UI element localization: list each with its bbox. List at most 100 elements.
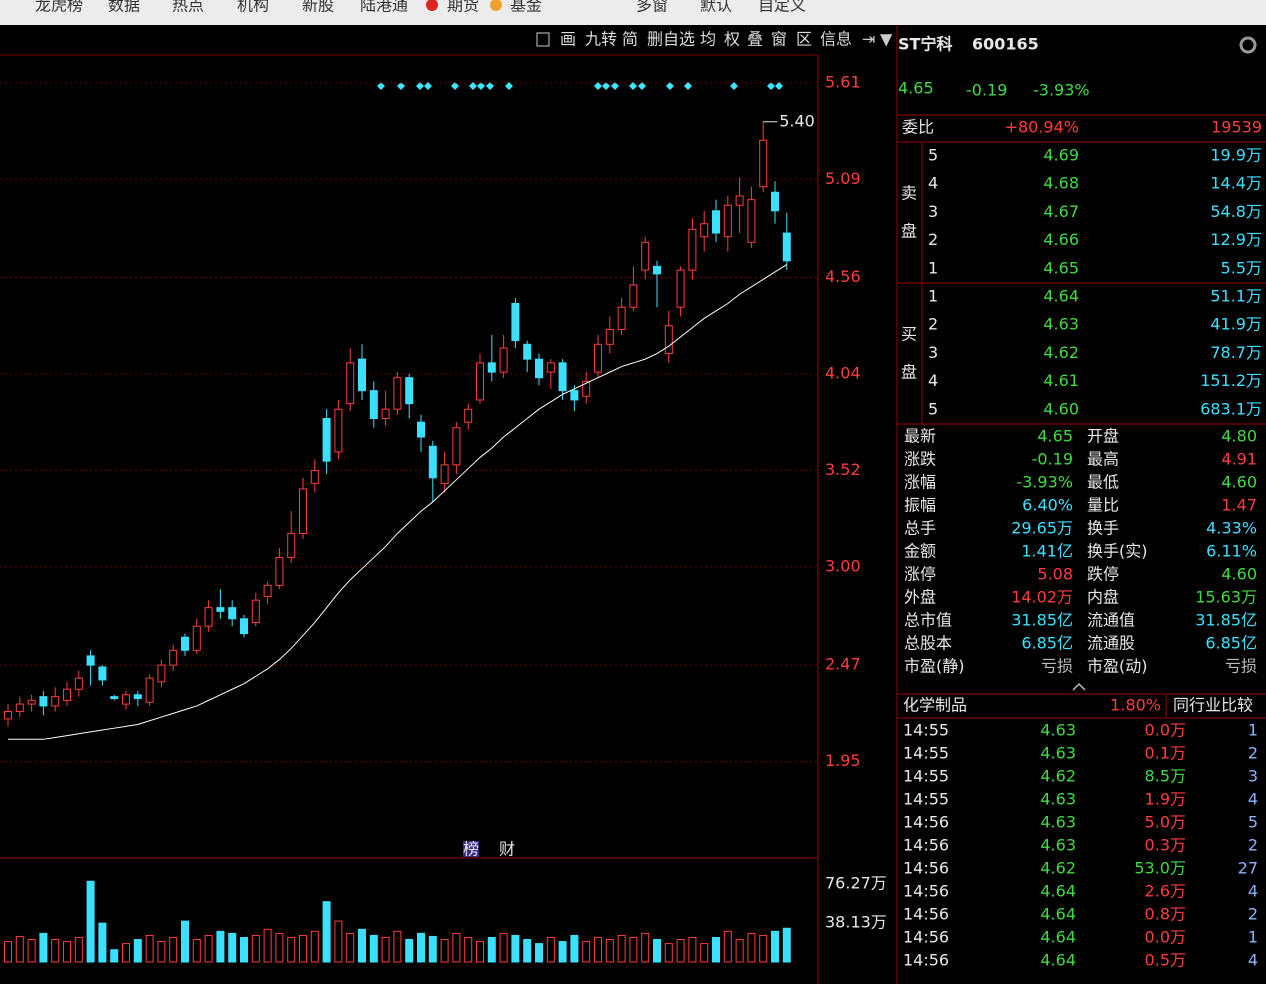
candle-body <box>98 666 107 681</box>
quote-label: 涨跌 <box>904 450 936 469</box>
tick-time: 14:55 <box>903 767 949 786</box>
quote-value: 31.85亿 <box>1195 611 1257 630</box>
candle-body <box>63 688 71 701</box>
candle-body <box>358 358 366 392</box>
tick-time: 14:56 <box>903 905 949 924</box>
tool-button[interactable]: 简 <box>622 30 638 49</box>
candle-body <box>51 696 60 707</box>
tool-button[interactable]: 九转 <box>585 30 617 49</box>
candle-body <box>417 421 425 438</box>
industry-compare[interactable]: 同行业比较 <box>1173 696 1253 715</box>
quote-label: 市盈(静) <box>904 657 965 676</box>
tool-button[interactable]: 删自选 <box>647 30 695 49</box>
candle-body <box>653 265 661 275</box>
menu-item[interactable]: 数据 <box>108 0 140 15</box>
tool-button[interactable]: 区 <box>796 30 812 49</box>
tick-count: 4 <box>1248 951 1258 970</box>
tick-time: 14:55 <box>903 744 949 763</box>
candle-body <box>523 343 532 360</box>
tool-button[interactable]: 窗 <box>771 30 787 49</box>
tool-icon[interactable]: ⇥ <box>862 30 875 49</box>
futures-icon <box>426 0 438 11</box>
volume-bar <box>86 880 95 963</box>
y-tick-label: 3.52 <box>825 460 861 479</box>
settings-icon[interactable] <box>1239 36 1257 54</box>
quote-label: 振幅 <box>904 496 936 515</box>
tick-volume: 5.0万 <box>1145 813 1186 832</box>
candle-body <box>747 199 756 243</box>
menu-item[interactable]: 龙虎榜 <box>35 0 83 15</box>
weibi-label: 委比 <box>902 118 934 137</box>
quote-label: 总手 <box>904 519 936 538</box>
volume-bar <box>251 934 260 963</box>
book-volume: 14.4万 <box>1210 174 1262 193</box>
quote-label: 换手(实) <box>1087 542 1148 561</box>
menu-item[interactable]: 多窗 <box>636 0 668 15</box>
badge[interactable]: 榜 <box>463 840 479 859</box>
tool-button[interactable]: 权 <box>724 30 740 49</box>
volume-bar <box>617 934 626 963</box>
fund-icon <box>490 0 502 11</box>
candle-body <box>334 408 343 453</box>
candle-body <box>346 362 355 405</box>
book-price: 4.68 <box>1043 174 1079 193</box>
book-level: 2 <box>928 315 938 334</box>
weibi-diff: 19539 <box>1211 118 1262 137</box>
dropdown[interactable]: ▼ <box>880 30 893 49</box>
menu-item[interactable]: 默认 <box>700 0 732 15</box>
badge[interactable]: 财 <box>499 840 515 859</box>
book-price: 4.64 <box>1043 287 1079 306</box>
candle-body <box>145 677 154 703</box>
candle-body <box>440 464 449 484</box>
tick-time: 14:56 <box>903 928 949 947</box>
tool-button[interactable]: 信息 <box>820 30 852 49</box>
candle-body <box>723 204 732 238</box>
menu-item[interactable]: 新股 <box>302 0 334 15</box>
candle-body <box>169 649 178 666</box>
moving-average <box>8 264 788 740</box>
tool-button[interactable]: 叠 <box>747 30 763 49</box>
volume-bar <box>723 930 732 963</box>
tick-volume: 0.0万 <box>1145 928 1186 947</box>
tool-button[interactable]: 均 <box>700 30 716 49</box>
candle-body <box>700 223 709 238</box>
quote-label: 总股本 <box>904 634 952 653</box>
quote-value: 亏损 <box>1041 657 1073 676</box>
volume-bar <box>39 932 48 963</box>
volume-bar <box>74 936 83 963</box>
stock-code: 600165 <box>972 35 1039 54</box>
tick-price: 4.62 <box>1040 767 1076 786</box>
volume-bar <box>358 928 366 963</box>
candle-body <box>546 362 555 373</box>
candle-body <box>499 347 508 373</box>
volume-bar <box>452 932 461 963</box>
quote-value: 4.91 <box>1221 450 1257 469</box>
menu-item[interactable]: 热点 <box>172 0 204 15</box>
menu-item[interactable]: 基金 <box>510 0 542 15</box>
volume-bar <box>393 930 402 963</box>
menu-item[interactable]: 机构 <box>237 0 269 15</box>
book-volume: 151.2万 <box>1200 371 1262 390</box>
tick-time: 14:56 <box>903 813 949 832</box>
candle-body <box>39 696 48 707</box>
volume-bar <box>511 934 520 963</box>
candle-body <box>487 362 496 373</box>
quote-label: 涨幅 <box>904 473 936 492</box>
book-volume: 78.7万 <box>1210 343 1262 362</box>
volume-bar <box>653 939 661 963</box>
menu-item[interactable]: 陆港通 <box>360 0 408 15</box>
book-price: 4.65 <box>1043 258 1079 277</box>
menu-item[interactable]: 期货 <box>447 0 479 15</box>
volume-bar <box>523 939 532 963</box>
collapse-arrow[interactable] <box>1072 682 1086 691</box>
tool-icon[interactable] <box>536 32 550 47</box>
candle-body <box>74 677 83 690</box>
menu-item[interactable]: 自定义 <box>758 0 806 15</box>
volume-bar <box>51 939 60 963</box>
candle-body <box>86 655 95 666</box>
volume-tick-label: 76.27万 <box>825 874 887 893</box>
quote-label: 内盘 <box>1087 588 1119 607</box>
tool-button[interactable]: 画 <box>560 30 576 49</box>
volume-bar <box>192 939 201 963</box>
